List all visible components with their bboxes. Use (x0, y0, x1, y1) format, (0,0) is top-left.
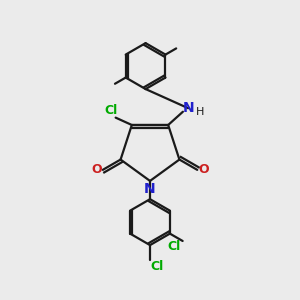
Text: Cl: Cl (151, 260, 164, 273)
Text: N: N (144, 182, 156, 196)
Text: Cl: Cl (105, 104, 118, 117)
Text: Cl: Cl (168, 240, 181, 253)
Text: O: O (198, 164, 209, 176)
Text: H: H (196, 107, 204, 117)
Text: N: N (182, 101, 194, 115)
Text: O: O (91, 164, 102, 176)
